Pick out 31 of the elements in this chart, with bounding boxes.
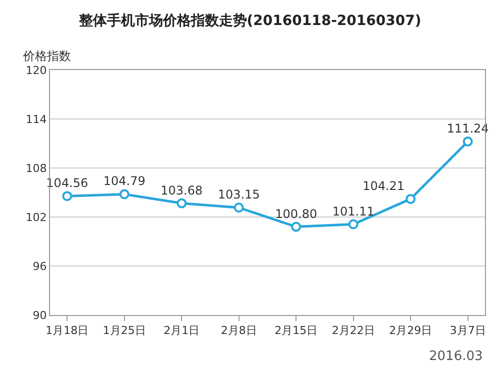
x-tick-label: 2月15日 bbox=[274, 324, 318, 338]
x-tick-label: 2月22日 bbox=[332, 324, 375, 338]
point bbox=[406, 194, 416, 204]
chart-title: 整体手机市场价格指数走势(20160118-20160307) bbox=[78, 12, 422, 29]
point bbox=[176, 198, 187, 208]
y-axis-title: 价格指数 bbox=[22, 49, 71, 63]
point bbox=[119, 189, 130, 200]
text: 104.79 bbox=[103, 174, 146, 188]
point bbox=[291, 222, 302, 232]
y-tick-label: 102 bbox=[26, 210, 47, 224]
y-tick-label: 90 bbox=[32, 308, 47, 322]
y-tick-label: 120 bbox=[26, 64, 47, 77]
point bbox=[348, 219, 358, 230]
text: 2016.03 bbox=[429, 349, 483, 364]
text: 103.15 bbox=[218, 188, 260, 202]
x-tick-label: 2月29日 bbox=[389, 324, 432, 338]
y-tick-label: 108 bbox=[26, 162, 47, 175]
point bbox=[62, 191, 72, 202]
x-tick-label: 2月1日 bbox=[164, 324, 200, 338]
x-tick-label: 1月18日 bbox=[46, 324, 89, 338]
y-tick-label: 96 bbox=[32, 260, 47, 273]
text: 100.80 bbox=[275, 206, 318, 221]
y-tick-label: 114 bbox=[26, 112, 47, 126]
x-tick-label: 3月7日 bbox=[450, 324, 486, 338]
point bbox=[234, 202, 244, 213]
x-tick-label: 1月25日 bbox=[102, 324, 146, 338]
text: 101.11 bbox=[332, 204, 374, 218]
point bbox=[462, 136, 473, 147]
x-tick-label: 2月8日 bbox=[220, 324, 257, 338]
text: 104.21 bbox=[362, 178, 405, 193]
text: 103.68 bbox=[160, 183, 203, 198]
